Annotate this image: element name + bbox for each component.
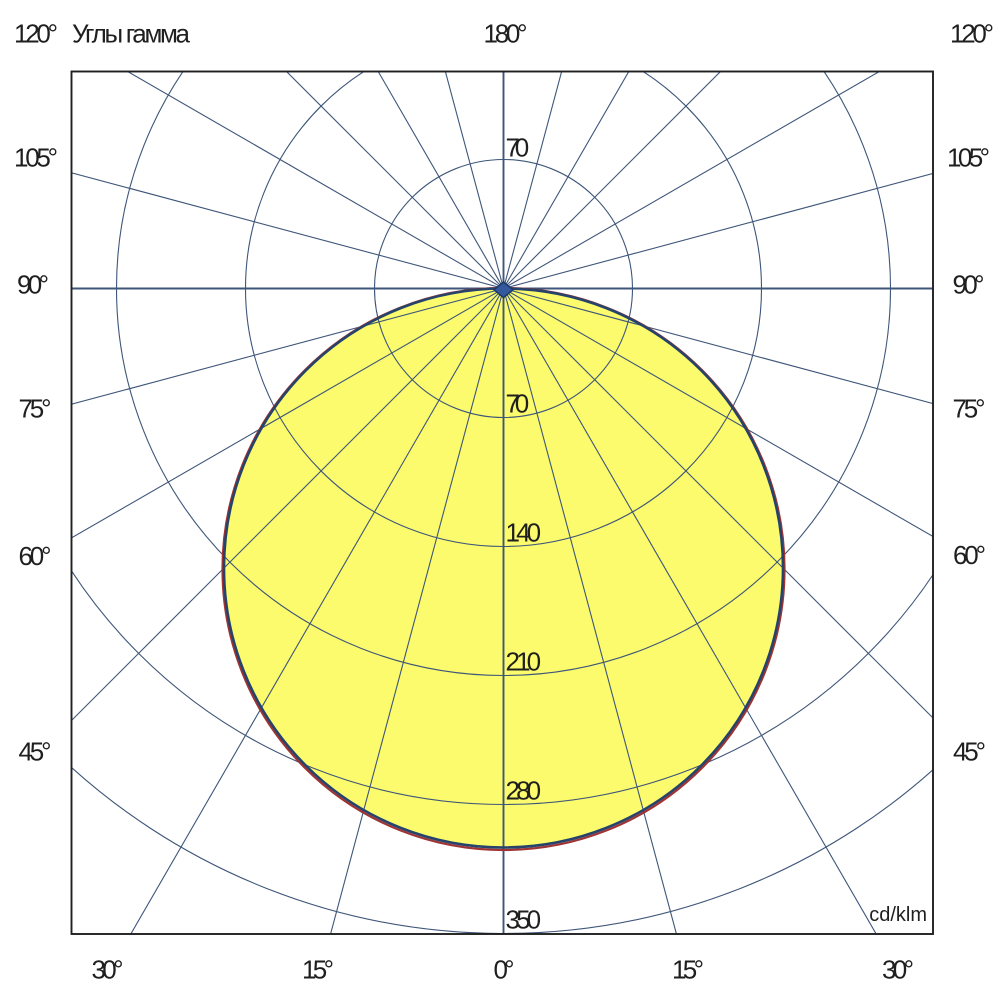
svg-text:15°: 15° [302,955,334,985]
svg-text:280: 280 [506,776,542,806]
svg-text:70: 70 [506,133,530,163]
svg-text:120°: 120° [14,19,58,49]
svg-text:cd/klm: cd/klm [869,904,927,926]
svg-text:90°: 90° [953,270,985,300]
svg-text:70: 70 [506,389,530,419]
svg-text:180°: 180° [484,19,528,49]
svg-text:30°: 30° [92,955,124,985]
svg-text:75°: 75° [953,394,986,424]
svg-text:105°: 105° [947,143,990,173]
svg-text:15°: 15° [672,955,704,985]
svg-text:30°: 30° [882,955,914,985]
svg-text:0°: 0° [494,955,515,985]
svg-text:60°: 60° [953,540,986,570]
svg-text:Углы гамма: Углы гамма [72,19,191,49]
svg-text:140: 140 [506,518,542,548]
svg-text:210: 210 [506,647,542,677]
svg-text:350: 350 [506,905,542,935]
svg-text:45°: 45° [19,737,52,767]
svg-text:120°: 120° [950,19,994,49]
svg-text:60°: 60° [19,541,52,571]
svg-text:105°: 105° [14,143,58,173]
svg-text:75°: 75° [19,394,52,424]
svg-text:90°: 90° [17,270,49,300]
svg-text:45°: 45° [953,737,986,767]
